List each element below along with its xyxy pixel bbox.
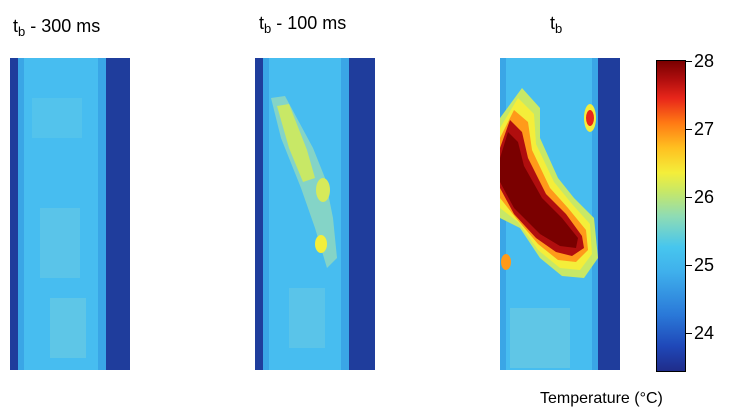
colorbar-title: Temperature (°C)	[540, 390, 663, 407]
colorbar-label-28: 28	[694, 51, 715, 71]
colorbar-tick-24	[686, 333, 692, 334]
colorbar-tick-27	[686, 129, 692, 130]
panel-label-1: tb - 300 ms	[13, 16, 101, 39]
colorbar-label-26: 26	[694, 187, 715, 207]
colorbar-label-24: 24	[694, 323, 715, 343]
panel-label-3: tb	[550, 13, 563, 36]
colorbar-label-27: 27	[694, 119, 715, 139]
thermal-map-3	[500, 58, 620, 370]
colorbar-label-25: 25	[694, 255, 715, 275]
thermal-map-2	[255, 58, 375, 370]
panel-label-2: tb - 100 ms	[259, 13, 347, 36]
colorbar-tick-28	[686, 61, 692, 62]
thermal-map-1	[10, 58, 130, 370]
colorbar-tick-25	[686, 265, 692, 266]
colorbar	[656, 60, 686, 372]
colorbar-tick-26	[686, 197, 692, 198]
